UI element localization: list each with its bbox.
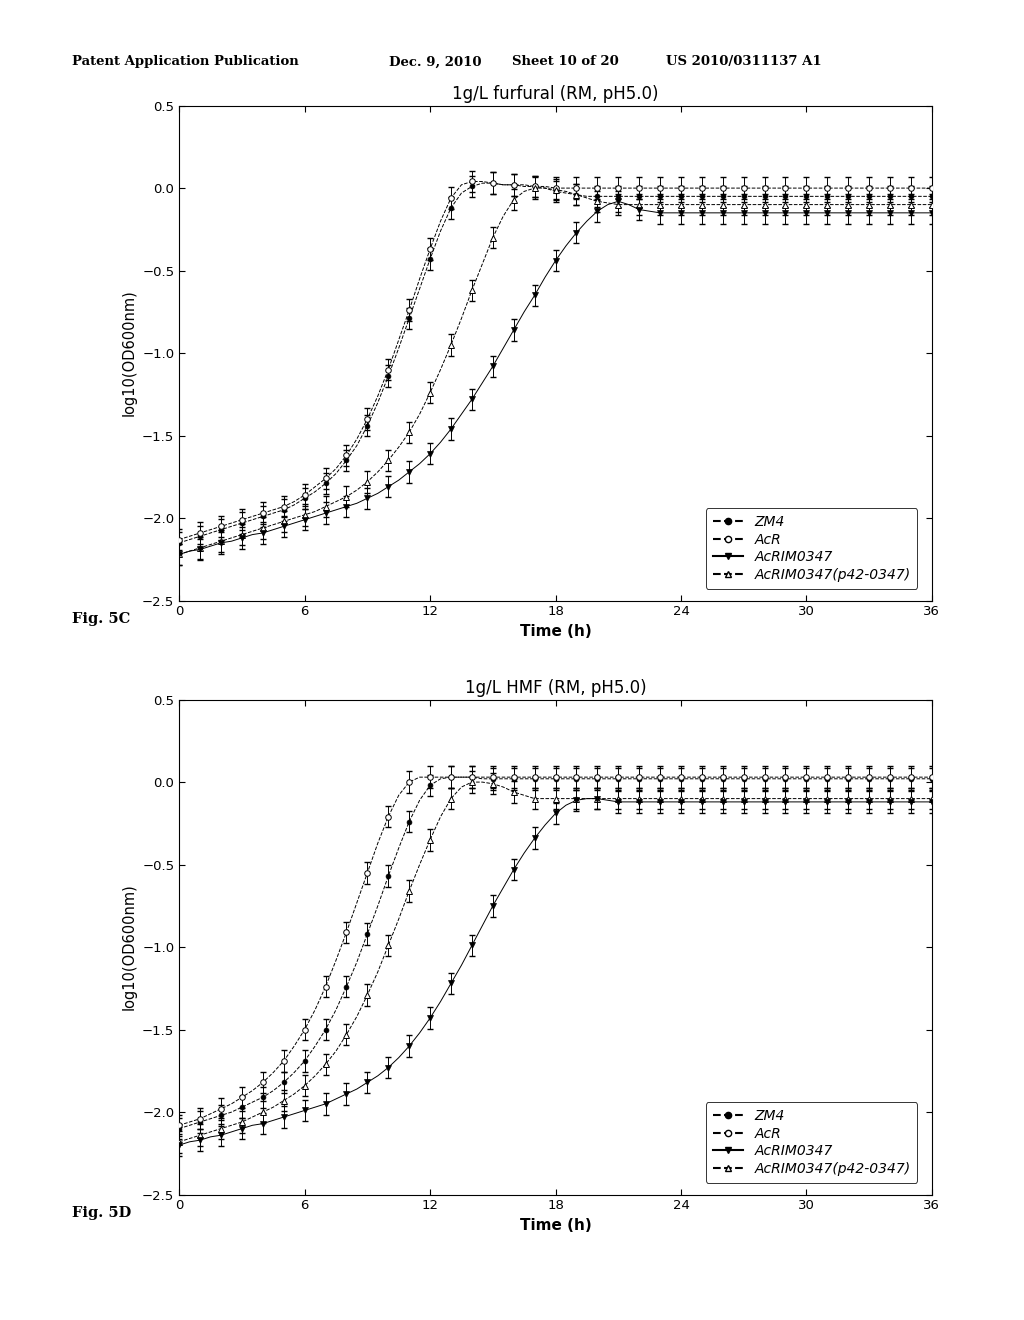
X-axis label: Time (h): Time (h)	[519, 624, 592, 639]
Text: Fig. 5C: Fig. 5C	[72, 612, 130, 626]
Y-axis label: log10(OD600nm): log10(OD600nm)	[122, 289, 136, 417]
Text: Fig. 5D: Fig. 5D	[72, 1206, 131, 1220]
X-axis label: Time (h): Time (h)	[519, 1218, 592, 1233]
Text: Patent Application Publication: Patent Application Publication	[72, 55, 298, 69]
Legend: ZM4, AcR, AcRIM0347, AcRIM0347(p42-0347): ZM4, AcR, AcRIM0347, AcRIM0347(p42-0347)	[706, 508, 918, 589]
Text: US 2010/0311137 A1: US 2010/0311137 A1	[666, 55, 821, 69]
Text: Dec. 9, 2010: Dec. 9, 2010	[389, 55, 481, 69]
Y-axis label: log10(OD600nm): log10(OD600nm)	[122, 883, 136, 1011]
Title: 1g/L furfural (RM, pH5.0): 1g/L furfural (RM, pH5.0)	[453, 84, 658, 103]
Text: Sheet 10 of 20: Sheet 10 of 20	[512, 55, 618, 69]
Title: 1g/L HMF (RM, pH5.0): 1g/L HMF (RM, pH5.0)	[465, 678, 646, 697]
Legend: ZM4, AcR, AcRIM0347, AcRIM0347(p42-0347): ZM4, AcR, AcRIM0347, AcRIM0347(p42-0347)	[706, 1102, 918, 1183]
